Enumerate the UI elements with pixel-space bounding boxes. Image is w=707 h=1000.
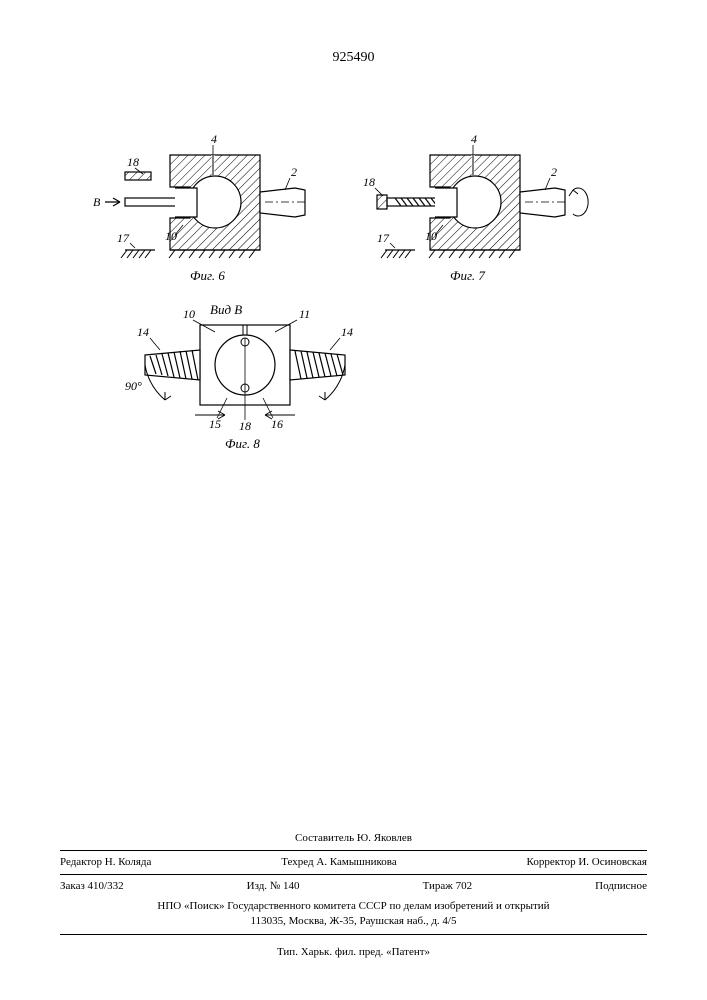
fig6-caption: Фиг. 6: [190, 268, 225, 283]
fig7: 4 2 18 10 17 Фиг. 7: [363, 132, 588, 283]
pubinfo-row: Заказ 410/332 Изд. № 140 Тираж 702 Подпи…: [60, 879, 647, 894]
tirazh: Тираж 702: [423, 879, 473, 894]
fig8-label-18: 18: [239, 419, 251, 433]
publisher-line1: НПО «Поиск» Государственного комитета СС…: [60, 899, 647, 914]
fig8: Вид В: [125, 302, 353, 451]
fig8-label-90: 90°: [125, 379, 142, 393]
fig7-label-4: 4: [471, 132, 477, 146]
figures-area: 4 2 18 В 10 17 Фиг. 6: [0, 120, 707, 470]
compiler-line: Составитель Ю. Яковлев: [60, 831, 647, 846]
order-no: Заказ 410/332: [60, 879, 124, 894]
document-number: 925490: [0, 50, 707, 66]
fig7-label-2: 2: [551, 165, 557, 179]
fig8-label-16: 16: [271, 417, 283, 431]
fig8-caption: Фиг. 8: [225, 436, 260, 451]
fig8-label-15: 15: [209, 417, 221, 431]
publisher-line2: 113035, Москва, Ж-35, Раушская наб., д. …: [60, 914, 647, 929]
techred: Техред А. Камышникова: [281, 855, 396, 870]
fig8-label-10: 10: [183, 307, 195, 321]
fig6-label-2: 2: [291, 165, 297, 179]
fig6-label-B: В: [93, 195, 101, 209]
fig6-label-17: 17: [117, 231, 130, 245]
fig6-label-10: 10: [165, 229, 177, 243]
credits-row: Редактор Н. Коляда Техред А. Камышникова…: [60, 855, 647, 870]
fig8-label-14r: 14: [341, 325, 353, 339]
subscription: Подписное: [595, 879, 647, 894]
fig6-label-4: 4: [211, 132, 217, 146]
fig6-label-18: 18: [127, 155, 139, 169]
fig8-view-label: Вид В: [210, 302, 242, 317]
editor: Редактор Н. Коляда: [60, 855, 151, 870]
footer: Составитель Ю. Яковлев Редактор Н. Коляд…: [60, 831, 647, 960]
fig7-label-18: 18: [363, 175, 375, 189]
fig7-label-10: 10: [425, 229, 437, 243]
printer-line: Тип. Харьк. фил. пред. «Патент»: [60, 945, 647, 960]
fig7-label-17: 17: [377, 231, 390, 245]
fig6: 4 2 18 В 10 17 Фиг. 6: [93, 132, 307, 283]
corrector: Корректор И. Осиновская: [527, 855, 647, 870]
fig8-label-11: 11: [299, 307, 310, 321]
fig7-caption: Фиг. 7: [450, 268, 485, 283]
izd-no: Изд. № 140: [247, 879, 300, 894]
fig8-label-14l: 14: [137, 325, 149, 339]
